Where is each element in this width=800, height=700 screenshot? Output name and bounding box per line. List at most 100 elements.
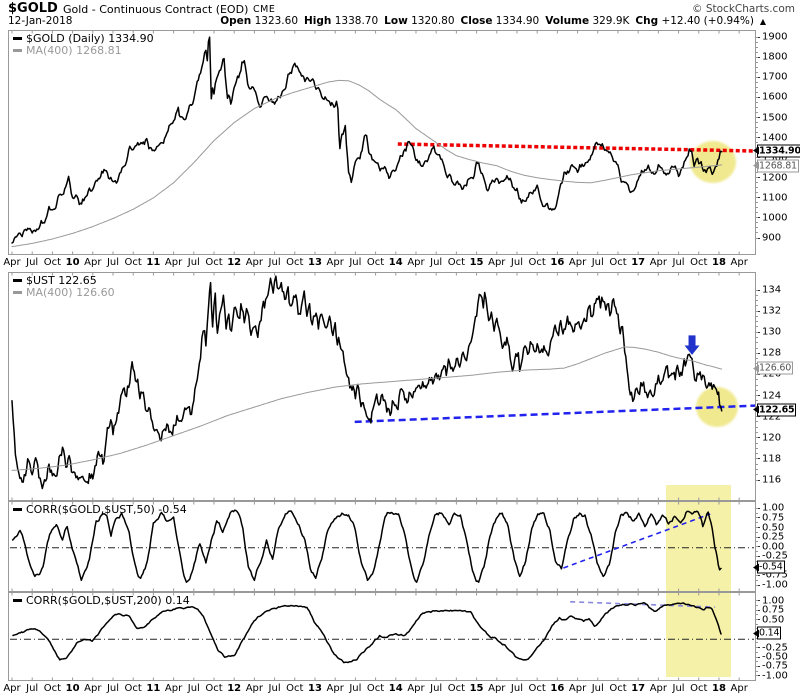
y-axis-label: 0.25 — [762, 531, 785, 543]
y-axis-tick — [756, 310, 760, 312]
y-axis-minor-tick — [756, 579, 758, 581]
legend-line-swatch — [13, 508, 22, 511]
x-axis-label: Oct — [447, 682, 466, 694]
y-axis-label: 122 — [762, 411, 782, 423]
y-axis-minor-tick — [756, 182, 758, 184]
x-axis-label: Oct — [609, 256, 627, 268]
x-axis-label: 10 — [65, 256, 80, 268]
x-axis-label: Jul — [510, 682, 524, 694]
x-axis-label: Jul — [106, 682, 120, 694]
y-axis-minor-tick — [756, 651, 758, 653]
y-axis-tick — [756, 609, 760, 611]
y-axis-minor-tick — [756, 347, 758, 349]
y-axis-minor-tick — [756, 642, 758, 644]
quote-value: 1320.80 — [407, 15, 455, 27]
y-axis-minor-tick — [756, 289, 758, 291]
y-axis-minor-tick — [756, 536, 758, 538]
quote-label: Open — [220, 15, 252, 27]
x-axis-label: 17 — [631, 682, 646, 694]
x-axis-label: Apr — [245, 256, 264, 268]
x-axis-row-1: Apr Jul Oct 10 Apr Jul Oct 11 Apr Jul Oct 12 Apr Jul O… — [0, 683, 800, 696]
y-axis-minor-tick — [756, 546, 758, 548]
y-axis-tick — [756, 289, 760, 291]
y-axis-minor-tick — [756, 76, 758, 78]
price-bubble: 126.60 — [752, 361, 794, 375]
quote-value: 1323.60 — [251, 15, 299, 27]
y-axis-minor-tick — [756, 421, 758, 423]
y-axis-minor-tick — [756, 41, 758, 43]
y-axis-tick — [756, 546, 760, 548]
y-axis-label: 0.50 — [762, 522, 785, 534]
y-axis-minor-tick — [756, 517, 758, 519]
y-axis-minor-tick — [756, 46, 758, 48]
y-axis-minor-tick — [756, 222, 758, 224]
x-axis-label: Apr — [84, 256, 102, 268]
x-axis-label: Oct — [528, 682, 546, 694]
y-axis-minor-tick — [756, 321, 758, 323]
y-axis-minor-tick — [756, 604, 758, 606]
y-axis-minor-tick — [756, 202, 758, 204]
y-axis-minor-tick — [756, 384, 758, 386]
x-axis-label: Jul — [268, 682, 281, 694]
x-axis-label: Apr — [407, 256, 425, 268]
y-axis-minor-tick — [756, 177, 758, 179]
y-axis-label: -0.75 — [762, 569, 788, 581]
price-bubble: 1268.81 — [753, 159, 799, 173]
x-axis-label: Oct — [609, 682, 627, 694]
legend-corr200-panel-0: CORR($GOLD,$UST,200) 0.14 — [13, 594, 190, 607]
y-axis-tick — [756, 517, 760, 519]
y-axis-tick — [756, 527, 760, 529]
quote-label: Volume — [545, 15, 590, 27]
y-axis-minor-tick — [756, 379, 758, 381]
y-axis-minor-tick — [756, 117, 758, 119]
y-axis-minor-tick — [756, 342, 758, 344]
symbol: $GOLD — [8, 1, 58, 16]
y-axis-minor-tick — [756, 56, 758, 58]
quote-label: Chg — [635, 15, 659, 27]
y-axis-label: 128 — [762, 347, 782, 359]
x-axis-label: 16 — [550, 682, 565, 694]
x-axis-label: 10 — [65, 682, 80, 694]
x-axis-label: Jul — [26, 682, 39, 694]
$UST-line — [11, 275, 723, 490]
chart-date: 12-Jan-2018 — [8, 15, 73, 27]
y-axis-minor-tick — [756, 468, 758, 470]
y-axis-minor-tick — [756, 106, 758, 108]
x-axis-label: Jul — [106, 256, 120, 268]
y-axis-minor-tick — [756, 453, 758, 455]
y-axis-minor-tick — [756, 442, 758, 444]
y-axis-tick — [756, 96, 760, 98]
trendline — [563, 513, 711, 569]
x-axis-label: Oct — [366, 682, 385, 694]
y-axis-minor-tick — [756, 101, 758, 103]
x-axis-label: Jul — [430, 682, 443, 694]
corr50-panel — [8, 501, 756, 592]
x-axis-label: 13 — [308, 256, 322, 268]
x-axis-label: Oct — [366, 256, 385, 268]
y-axis-tick — [756, 395, 760, 397]
change-up-arrow-icon: ▲ — [759, 17, 766, 26]
y-axis-minor-tick — [756, 86, 758, 88]
stockcharts-credit: © StockCharts.com — [692, 3, 795, 15]
y-axis-minor-tick — [756, 400, 758, 402]
y-axis-minor-tick — [756, 326, 758, 328]
y-axis-minor-tick — [756, 132, 758, 134]
x-axis-label: Apr — [326, 256, 344, 268]
y-axis-minor-tick — [756, 337, 758, 338]
y-axis-minor-tick — [756, 474, 758, 476]
legend-gold-panel-0: $GOLD (Daily) 1334.90 — [13, 32, 154, 45]
y-axis-tick — [756, 117, 760, 119]
legend-label: CORR($GOLD,$UST,50) -0.54 — [26, 503, 187, 516]
highlight-ellipse — [689, 140, 736, 183]
y-axis-label: 1900 — [762, 31, 788, 43]
x-axis-label: Oct — [205, 256, 223, 268]
y-axis-label: -0.50 — [762, 651, 788, 663]
exchange: CME — [253, 4, 276, 15]
x-axis-label: 11 — [146, 682, 161, 694]
x-axis-label: Apr — [326, 682, 344, 694]
y-axis-minor-tick — [756, 426, 758, 428]
price-bubble: 122.65 — [752, 403, 797, 417]
y-axis-label: 120 — [762, 432, 782, 444]
legend-label: $GOLD (Daily) 1334.90 — [26, 32, 154, 45]
